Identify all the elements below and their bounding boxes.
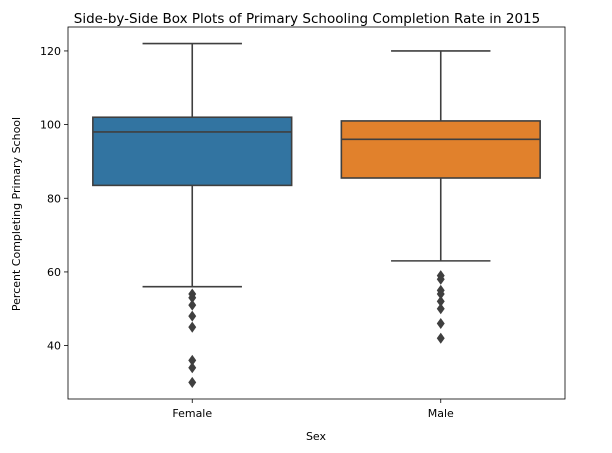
x-axis-label: Sex bbox=[306, 430, 327, 443]
x-axis: Female Male bbox=[172, 399, 454, 420]
outlier-point bbox=[436, 332, 445, 344]
y-axis: 40 60 80 100 120 bbox=[40, 45, 68, 353]
x-tick-label: Male bbox=[428, 407, 454, 420]
box-group-female bbox=[92, 42, 293, 388]
outlier-point bbox=[436, 317, 445, 330]
x-tick-label: Female bbox=[172, 407, 212, 420]
iqr-box bbox=[340, 120, 541, 179]
y-tick-label: 80 bbox=[47, 192, 61, 205]
outlier-point bbox=[436, 273, 445, 285]
chart-title: Side-by-Side Box Plots of Primary School… bbox=[74, 11, 540, 27]
y-tick-label: 120 bbox=[40, 45, 61, 58]
outlier-point bbox=[188, 321, 197, 333]
box-group-male bbox=[340, 50, 541, 344]
outlier-point bbox=[188, 376, 197, 388]
y-tick-label: 40 bbox=[47, 340, 61, 353]
y-axis-label: Percent Completing Primary School bbox=[10, 117, 23, 311]
outlier-point bbox=[188, 310, 197, 322]
y-tick-label: 100 bbox=[40, 119, 61, 132]
outlier-point bbox=[188, 299, 197, 311]
outlier-point bbox=[188, 362, 197, 374]
y-tick-label: 60 bbox=[47, 266, 61, 279]
outlier-point bbox=[436, 303, 445, 315]
iqr-box bbox=[92, 116, 293, 187]
plot-frame bbox=[67, 26, 566, 400]
